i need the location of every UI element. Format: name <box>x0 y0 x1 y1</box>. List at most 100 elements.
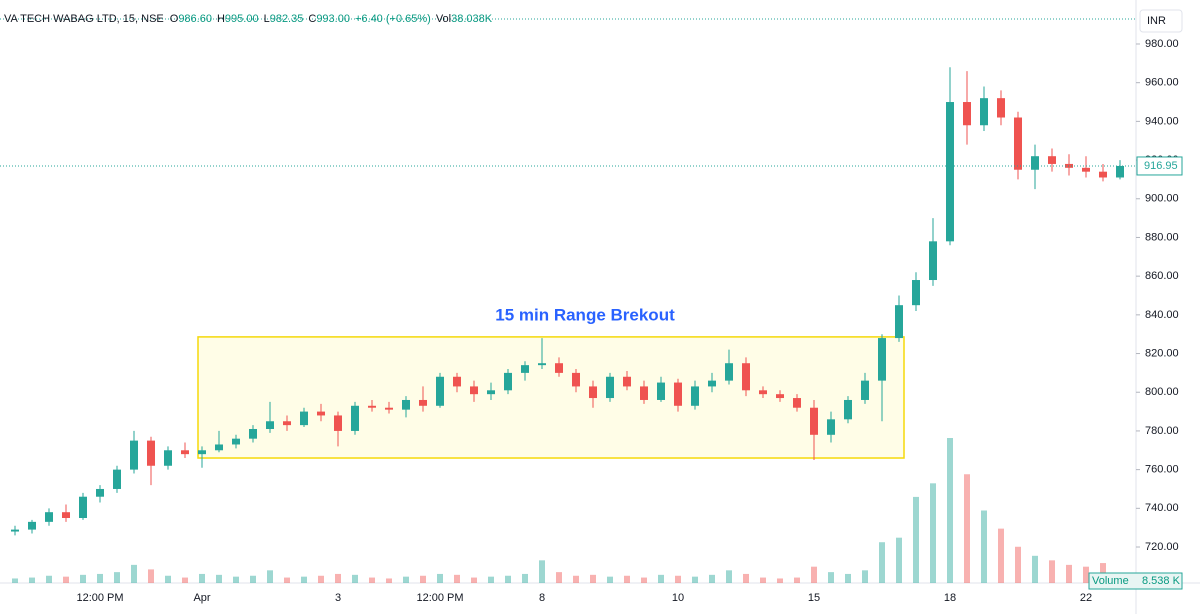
candle-body <box>742 363 750 391</box>
candle-body <box>606 376 614 399</box>
volume-bar <box>12 578 18 583</box>
currency-box[interactable] <box>1139 9 1183 33</box>
volume-bar <box>794 577 800 583</box>
volume-bar <box>573 575 579 583</box>
volume-bar <box>1083 566 1089 583</box>
volume-bar <box>165 575 171 583</box>
currency[interactable]: INR <box>1147 15 1166 27</box>
header-item: O <box>170 13 179 25</box>
candle-body <box>283 421 291 426</box>
volume-bar <box>777 578 783 583</box>
volume-bar <box>1015 546 1021 583</box>
candle-body <box>436 376 444 406</box>
candle-body <box>300 411 308 426</box>
x-tick-label: 15 <box>808 592 820 604</box>
volume-bar <box>318 575 324 583</box>
volume-bar <box>658 574 664 583</box>
candle-body <box>674 382 682 406</box>
candle-body <box>759 390 767 395</box>
candle-body <box>691 386 699 406</box>
volume-bar <box>369 577 375 583</box>
candle-body <box>11 529 19 532</box>
y-tick-label: 900.00 <box>1145 193 1179 205</box>
volume-bar <box>947 438 953 583</box>
candle-body <box>912 280 920 306</box>
volume-bar <box>267 570 273 583</box>
candle-body <box>504 372 512 391</box>
candle-body <box>1031 156 1039 170</box>
volume-bar <box>862 570 868 583</box>
volume-bar <box>386 578 392 583</box>
volume-bar <box>522 573 528 583</box>
candle-body <box>810 407 818 435</box>
volume-bar <box>692 576 698 583</box>
candle-body <box>895 305 903 339</box>
volume-bar <box>505 575 511 583</box>
candle-body <box>997 98 1005 118</box>
candle-body <box>249 428 257 439</box>
candle-body <box>130 440 138 470</box>
y-tick-label: 820.00 <box>1145 347 1179 359</box>
volume-bar <box>964 474 970 583</box>
x-tick-label: 3 <box>335 592 341 604</box>
candle-body <box>793 398 801 408</box>
last-price-tag <box>1136 156 1183 176</box>
volume-bar <box>845 573 851 583</box>
candle-body <box>181 450 189 455</box>
y-tick-label: 760.00 <box>1145 464 1179 476</box>
plot-area <box>0 67 1136 583</box>
header: VA TECH WABAG LTD, 15, NSE O 986.60 H 995.0… <box>4 13 493 25</box>
candle-body <box>317 411 325 416</box>
header-item: C <box>308 13 316 25</box>
candle-body <box>1048 156 1056 164</box>
range-box <box>197 336 905 459</box>
volume-bar <box>930 483 936 583</box>
candle-body <box>1014 117 1022 170</box>
volume-bar <box>29 577 35 583</box>
volume-bar <box>998 528 1004 583</box>
header-item: +6.40 (+0.65%) <box>355 13 431 25</box>
candle-body <box>827 419 835 435</box>
volume-bar <box>471 577 477 583</box>
candle-body <box>164 450 172 466</box>
candle-body <box>334 415 342 431</box>
candle-body <box>623 376 631 387</box>
volume-bar <box>182 577 188 583</box>
volume-bar <box>233 576 239 583</box>
y-tick-label: 980.00 <box>1145 38 1179 50</box>
candle-body <box>385 407 393 410</box>
x-tick-label: 12:00 PM <box>416 592 463 604</box>
volume-bar <box>590 574 596 583</box>
volume-bar <box>607 576 613 583</box>
symbol: VA TECH WABAG LTD, 15, NSE <box>4 13 164 25</box>
candle-body <box>266 421 274 429</box>
candle-body <box>62 512 70 518</box>
last-price-label: 916.95 <box>1144 160 1178 172</box>
candle-body <box>402 399 410 410</box>
candle-body <box>844 399 852 420</box>
y-tick-label: 800.00 <box>1145 386 1179 398</box>
header-item: L <box>264 13 270 25</box>
candle-body <box>232 438 240 445</box>
header-item: 995.00 <box>225 13 259 25</box>
volume-bar <box>403 576 409 583</box>
candle-body <box>878 338 886 381</box>
volume-bar <box>896 537 902 583</box>
candle-body <box>470 386 478 395</box>
volume-bar <box>250 575 256 583</box>
volume-last: 8.538 K <box>1142 575 1181 587</box>
volume-bar <box>454 574 460 583</box>
volume-bar <box>216 574 222 583</box>
candle-body <box>1099 171 1107 178</box>
candle-body <box>79 496 87 518</box>
volume-bar <box>352 574 358 583</box>
candle-body <box>487 390 495 395</box>
y-tick-label: 960.00 <box>1145 77 1179 89</box>
volume-bar <box>437 573 443 583</box>
volume-bar <box>709 574 715 583</box>
candle-body <box>572 372 580 387</box>
candle-body <box>640 386 648 400</box>
header-item: 982.35 <box>270 13 304 25</box>
y-tick-label: 860.00 <box>1145 270 1179 282</box>
volume-bar <box>131 564 137 583</box>
